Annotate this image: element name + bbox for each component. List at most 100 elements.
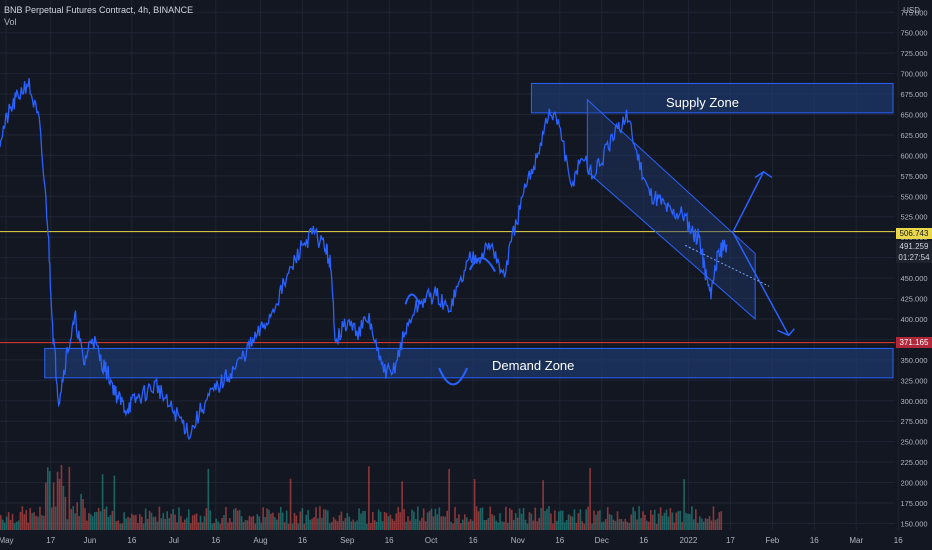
y-tick-label: 525.000 bbox=[900, 213, 927, 222]
volume-bar bbox=[424, 521, 427, 530]
volume-bar bbox=[544, 511, 546, 530]
volume-bar bbox=[82, 499, 84, 530]
volume-bar bbox=[366, 523, 368, 530]
volume-bar bbox=[671, 512, 674, 530]
volume-bar bbox=[193, 514, 196, 530]
volume-bar bbox=[708, 516, 711, 530]
volume-bar bbox=[117, 520, 120, 530]
volume-bar bbox=[683, 479, 685, 530]
x-tick-label: 16 bbox=[639, 536, 648, 545]
volume-bar bbox=[139, 514, 141, 530]
volume-bar bbox=[168, 517, 170, 530]
volume-bar bbox=[225, 507, 227, 530]
volume-bar bbox=[74, 513, 76, 530]
volume-bar bbox=[178, 507, 180, 530]
volume-bar bbox=[274, 517, 276, 530]
volume-bar bbox=[653, 509, 656, 530]
y-tick-label: 175.000 bbox=[900, 499, 927, 508]
volume-bar bbox=[509, 508, 511, 530]
volume-bar bbox=[364, 510, 366, 530]
volume-bar bbox=[256, 514, 259, 530]
y-tick-label: 425.000 bbox=[900, 295, 927, 304]
volume-bar bbox=[317, 518, 319, 530]
volume-bar bbox=[491, 514, 494, 530]
volume-bar bbox=[354, 521, 356, 530]
volume-bar bbox=[415, 519, 417, 530]
volume-bar bbox=[0, 515, 2, 530]
volume-bar bbox=[716, 518, 719, 530]
volume-bar bbox=[272, 512, 274, 530]
volume-bar bbox=[252, 515, 255, 530]
volume-bar bbox=[608, 514, 611, 530]
volume-bar bbox=[119, 523, 122, 530]
volume-bar bbox=[548, 506, 550, 530]
volume-bar bbox=[144, 508, 147, 530]
volume-bar bbox=[191, 515, 194, 530]
volume-bar bbox=[452, 523, 454, 530]
volume-bar bbox=[301, 508, 304, 530]
volume-bar bbox=[579, 509, 582, 530]
volume-bar bbox=[526, 523, 529, 530]
volume-bar bbox=[565, 520, 568, 530]
volume-bar bbox=[137, 522, 139, 530]
x-tick-label: 16 bbox=[211, 536, 220, 545]
volume-bar bbox=[385, 512, 388, 530]
volume-bar bbox=[667, 516, 670, 530]
volume-bar bbox=[21, 506, 24, 530]
volume-bar bbox=[281, 512, 284, 530]
volume-bar bbox=[501, 521, 503, 530]
volume-bar bbox=[287, 523, 290, 530]
volume-bar bbox=[693, 519, 695, 530]
volume-bar bbox=[387, 516, 390, 530]
volume-bar bbox=[620, 518, 623, 530]
volume-bar bbox=[242, 522, 245, 530]
volume-bar bbox=[624, 518, 627, 530]
volume-bar bbox=[131, 513, 133, 530]
volume-indicator-label[interactable]: Vol bbox=[4, 17, 17, 27]
price-tag-countdown: 01:27:54 bbox=[896, 252, 932, 263]
supply-zone-label: Supply Zone bbox=[666, 95, 739, 110]
volume-bar bbox=[651, 514, 654, 530]
y-tick-label: 275.000 bbox=[900, 417, 927, 426]
volume-bar bbox=[618, 519, 621, 530]
volume-bar bbox=[616, 511, 619, 530]
volume-bar bbox=[512, 519, 515, 530]
price-tag-yellow: 506.743 bbox=[896, 228, 932, 239]
volume-bar bbox=[356, 520, 358, 530]
volume-bar bbox=[489, 506, 492, 530]
volume-bar bbox=[534, 507, 537, 530]
volume-bar bbox=[254, 523, 257, 530]
volume-bar bbox=[115, 521, 118, 530]
volume-bar bbox=[528, 512, 531, 530]
y-tick-label: 325.000 bbox=[900, 376, 927, 385]
volume-bar bbox=[411, 509, 413, 530]
volume-bar bbox=[52, 482, 55, 530]
volume-bar bbox=[362, 511, 364, 530]
volume-bar bbox=[219, 523, 221, 530]
volume-bar bbox=[589, 467, 591, 530]
volume-bar bbox=[503, 521, 505, 530]
y-tick-label: 750.000 bbox=[900, 29, 927, 38]
volume-bar bbox=[291, 523, 294, 530]
volume-bar bbox=[685, 512, 687, 530]
volume-bar bbox=[493, 515, 495, 530]
volume-bar bbox=[628, 522, 631, 530]
volume-bar bbox=[283, 522, 286, 530]
y-tick-label: 350.000 bbox=[900, 356, 927, 365]
volume-bar bbox=[714, 520, 717, 530]
volume-bar bbox=[113, 475, 116, 530]
volume-bar bbox=[559, 510, 562, 530]
volume-bar bbox=[328, 523, 331, 530]
volume-bar bbox=[180, 515, 182, 530]
volume-bar bbox=[373, 520, 376, 530]
x-tick-label: Aug bbox=[253, 536, 267, 545]
volume-bar bbox=[150, 512, 153, 530]
volume-bar bbox=[262, 507, 264, 530]
price-series bbox=[0, 78, 728, 441]
volume-bar bbox=[25, 510, 28, 530]
volume-bar bbox=[640, 518, 642, 530]
volume-bar bbox=[442, 515, 445, 530]
volume-bar bbox=[520, 513, 523, 530]
volume-bar bbox=[72, 506, 75, 530]
